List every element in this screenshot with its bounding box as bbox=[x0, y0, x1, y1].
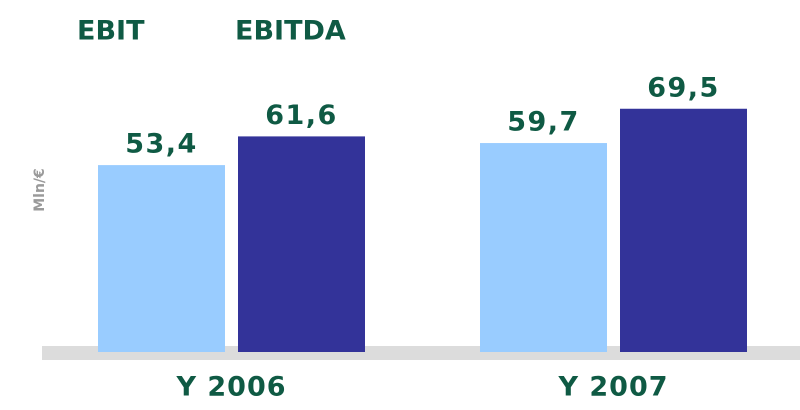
legend-label: EBIT bbox=[77, 16, 145, 47]
bar bbox=[238, 136, 365, 352]
y-axis-label: Mln/€ bbox=[32, 168, 48, 212]
bar bbox=[620, 108, 747, 352]
value-label: 59,7 bbox=[507, 107, 580, 138]
value-label: 53,4 bbox=[125, 129, 198, 160]
legend-label: EBITDA bbox=[235, 16, 346, 47]
baseline-band bbox=[42, 346, 800, 360]
value-label: 69,5 bbox=[647, 72, 720, 103]
x-tick-label: Y 2007 bbox=[557, 372, 668, 403]
bar bbox=[480, 143, 607, 352]
bar bbox=[98, 165, 225, 352]
x-tick-label: Y 2006 bbox=[175, 372, 286, 403]
value-label: 61,6 bbox=[265, 100, 338, 131]
